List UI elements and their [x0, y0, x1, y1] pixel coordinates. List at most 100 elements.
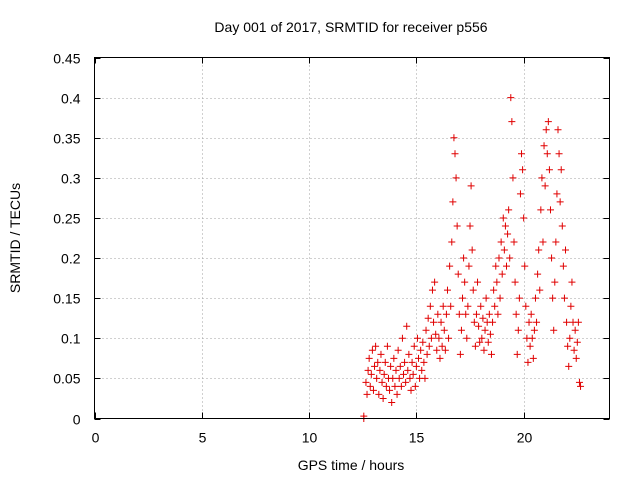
data-point	[564, 342, 572, 350]
data-point	[482, 294, 490, 302]
data-point	[459, 294, 467, 302]
data-point	[419, 338, 427, 346]
data-point	[466, 222, 474, 230]
y-axis-label: SRMTID / TECUs	[7, 183, 23, 293]
data-point	[377, 350, 385, 358]
x-tick-label: 5	[199, 430, 207, 446]
data-point	[543, 150, 551, 158]
data-point	[565, 362, 573, 370]
data-point	[577, 382, 585, 390]
y-tick-label: 0.4	[61, 91, 81, 107]
data-point	[387, 362, 395, 370]
data-point	[498, 270, 506, 278]
data-point	[508, 118, 516, 126]
data-point	[513, 350, 521, 358]
data-point	[563, 318, 571, 326]
data-point	[411, 382, 419, 390]
data-point	[420, 358, 428, 366]
data-point	[392, 366, 400, 374]
data-point	[494, 310, 502, 318]
x-axis-label: GPS time / hours	[298, 457, 405, 473]
data-point	[545, 166, 553, 174]
data-point	[548, 254, 556, 262]
data-point	[570, 346, 578, 354]
data-point	[421, 374, 429, 382]
data-point	[447, 302, 455, 310]
data-point	[415, 354, 423, 362]
data-point	[367, 370, 375, 378]
x-tick-label: 0	[92, 430, 100, 446]
data-point	[503, 262, 510, 270]
data-point	[479, 314, 487, 322]
data-point	[442, 310, 450, 318]
data-point	[413, 334, 421, 342]
data-point	[380, 370, 388, 378]
data-point	[408, 358, 416, 366]
data-point	[528, 334, 536, 342]
y-tick-label: 0.45	[53, 51, 80, 67]
data-point	[425, 342, 433, 350]
data-point	[514, 326, 522, 334]
data-point	[474, 278, 482, 286]
data-point	[575, 378, 583, 386]
data-point	[554, 126, 562, 134]
data-point	[477, 302, 485, 310]
data-points	[360, 94, 585, 422]
data-point	[445, 334, 453, 342]
data-point	[378, 378, 386, 386]
data-point	[493, 278, 501, 286]
x-tick-label: 20	[517, 430, 533, 446]
data-point	[450, 134, 458, 142]
data-point	[383, 342, 391, 350]
data-point	[468, 246, 476, 254]
data-point	[531, 294, 539, 302]
data-point	[522, 302, 530, 310]
data-point	[465, 262, 473, 270]
data-point	[448, 238, 456, 246]
data-point	[423, 350, 431, 358]
data-point	[428, 286, 436, 294]
data-point	[573, 338, 581, 346]
data-point	[533, 318, 541, 326]
data-point	[489, 318, 497, 326]
data-point	[386, 386, 394, 394]
data-point	[518, 150, 526, 158]
data-point	[490, 286, 498, 294]
data-point	[427, 334, 435, 342]
data-point	[403, 322, 411, 330]
data-point	[430, 318, 438, 326]
data-point	[551, 278, 559, 286]
data-point	[538, 174, 546, 182]
data-point	[434, 310, 442, 318]
data-point	[437, 318, 445, 326]
data-point	[475, 322, 483, 330]
data-point	[560, 294, 568, 302]
data-point	[422, 326, 430, 334]
data-point	[497, 238, 505, 246]
data-point	[525, 318, 533, 326]
data-point	[571, 326, 579, 334]
data-point	[431, 278, 439, 286]
data-point	[530, 326, 538, 334]
data-point	[389, 374, 397, 382]
y-tick-label: 0.1	[61, 331, 81, 347]
data-point	[440, 326, 448, 334]
data-point	[552, 238, 560, 246]
data-point	[405, 350, 413, 358]
data-point	[546, 206, 554, 214]
data-point	[436, 354, 444, 362]
x-tick-label: 15	[409, 430, 425, 446]
x-tick-label: 10	[302, 430, 318, 446]
data-point	[544, 118, 552, 126]
data-point	[535, 246, 543, 254]
data-point	[470, 318, 478, 326]
data-point	[472, 310, 480, 318]
data-point	[454, 270, 462, 278]
data-point	[456, 350, 464, 358]
data-point	[541, 182, 549, 190]
y-tick-label: 0.05	[53, 371, 80, 387]
data-point	[463, 334, 471, 342]
data-point	[549, 294, 557, 302]
data-point	[550, 326, 558, 334]
